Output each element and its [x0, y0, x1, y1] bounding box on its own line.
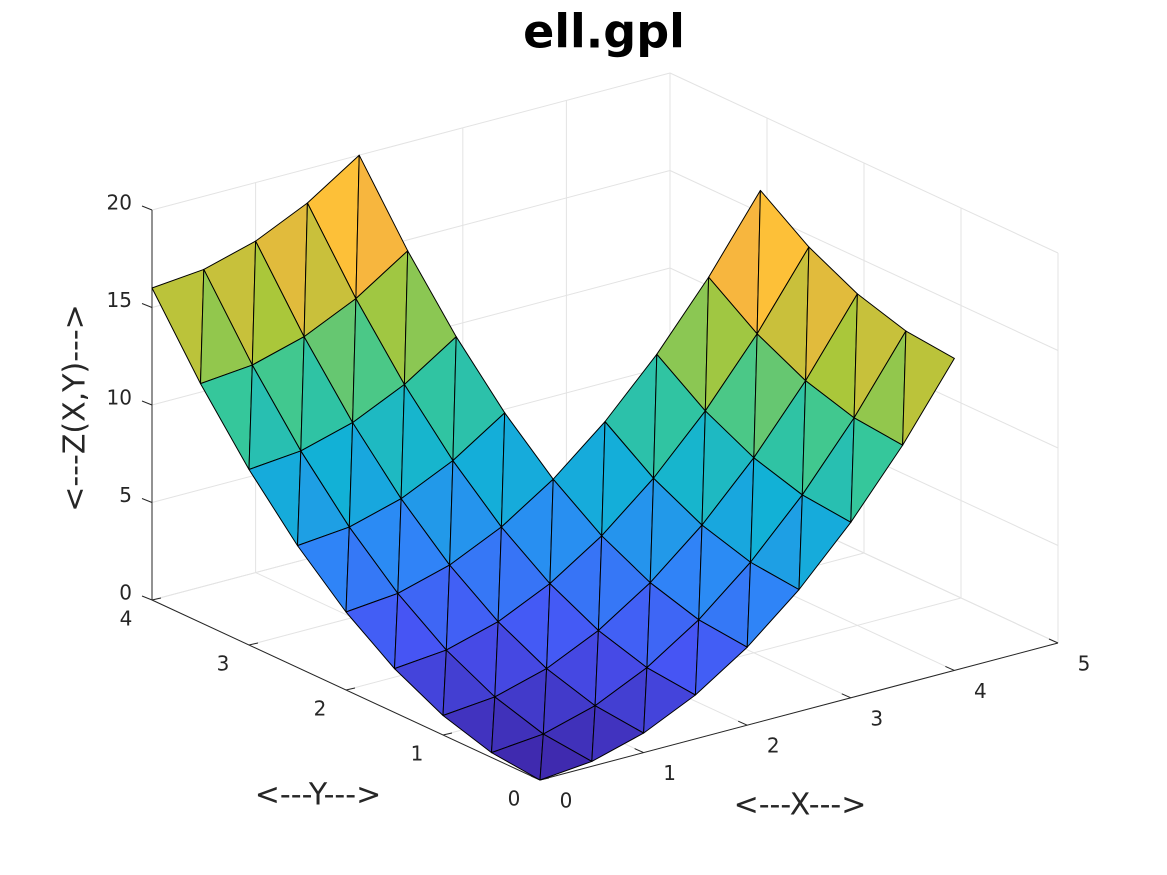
- surface-face: [850, 417, 904, 523]
- z-tick-label: 0: [119, 581, 132, 605]
- y-tick-label: 0: [508, 787, 521, 811]
- tick-mark: [141, 498, 153, 503]
- z-tick-label: 15: [107, 288, 132, 312]
- surface-face: [200, 364, 253, 470]
- z-tick-label: 20: [107, 191, 132, 215]
- tick-mark: [141, 400, 153, 406]
- surface-face: [591, 705, 645, 762]
- surface-face: [746, 561, 800, 648]
- x-axis-label: <---X--->: [734, 788, 867, 823]
- surface-face: [902, 330, 955, 446]
- x-tick-label: 0: [560, 789, 573, 813]
- surface-face: [539, 733, 593, 781]
- surface-face: [798, 494, 852, 591]
- grid-line: [669, 72, 1059, 254]
- x-tick-label: 1: [663, 761, 676, 785]
- z-tick-label: 5: [119, 483, 132, 507]
- tick-mark: [945, 665, 955, 671]
- y-tick-label: 2: [314, 697, 327, 721]
- surface-face: [643, 667, 696, 734]
- grid-line: [669, 170, 1059, 351]
- tick-mark: [248, 642, 259, 646]
- x-tick-label: 3: [870, 706, 883, 730]
- z-tick-label: 10: [107, 386, 132, 410]
- tick-mark: [634, 748, 644, 754]
- tick-mark: [841, 693, 852, 699]
- tick-mark: [1048, 638, 1059, 644]
- tick-mark: [442, 732, 453, 736]
- y-tick-label: 3: [217, 652, 230, 676]
- surface-face: [151, 268, 205, 385]
- grid-line: [151, 72, 671, 211]
- chart-title: ell.gpl: [523, 5, 685, 59]
- x-axis: [539, 642, 1059, 781]
- tick-mark: [141, 303, 153, 308]
- x-tick-label: 4: [974, 679, 987, 703]
- y-tick-label: 4: [120, 607, 133, 631]
- tick-mark: [737, 720, 748, 726]
- x-tick-label: 2: [767, 734, 780, 758]
- tick-mark: [345, 687, 356, 691]
- surface-face: [694, 619, 748, 696]
- tick-mark: [151, 597, 162, 601]
- y-axis-label: <---Y--->: [255, 778, 381, 813]
- z-axis-label: <---Z(X,Y)--->: [58, 304, 93, 512]
- y-tick-label: 1: [411, 742, 424, 766]
- tick-mark: [141, 595, 153, 601]
- x-tick-label: 5: [1078, 652, 1091, 676]
- tick-mark: [141, 205, 153, 211]
